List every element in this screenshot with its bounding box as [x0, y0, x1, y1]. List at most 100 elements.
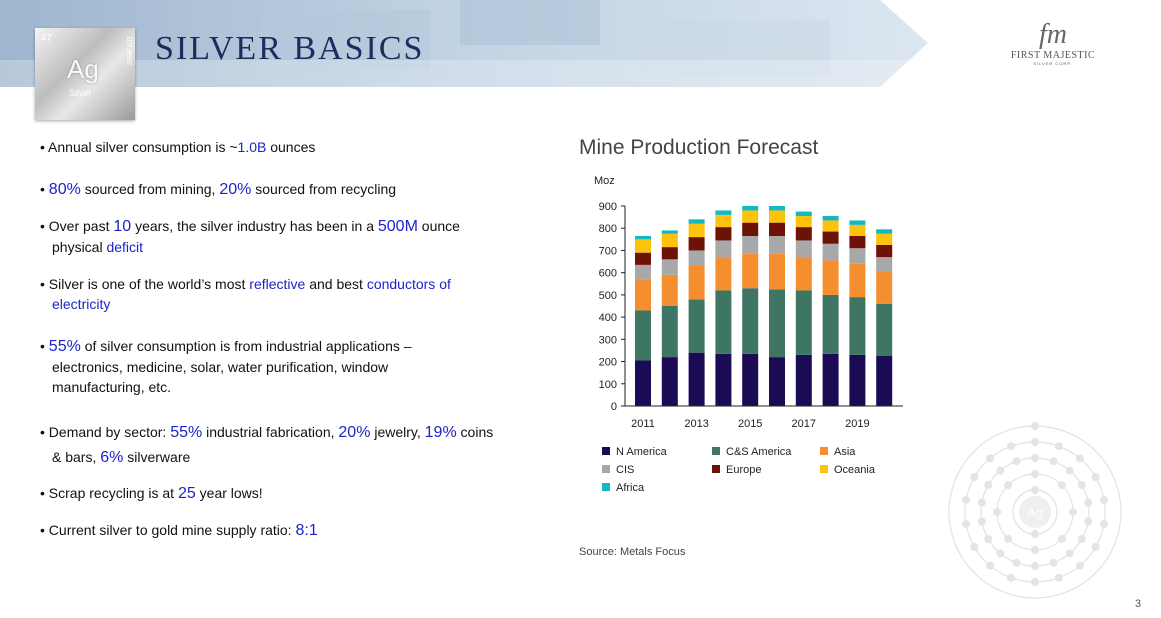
- bar-segment: [769, 210, 785, 223]
- bar-segment: [742, 210, 759, 223]
- atom-electron: [977, 498, 986, 507]
- bar-segment: [769, 236, 785, 254]
- bar-segment: [742, 353, 759, 406]
- atom-electron: [1031, 546, 1039, 554]
- atom-electron: [1099, 495, 1108, 504]
- bullet-reflective: • Silver is one of the world’s most refl…: [40, 276, 451, 312]
- bar-segment: [876, 356, 893, 406]
- atom-electron: [1031, 578, 1039, 586]
- bar-segment: [635, 236, 651, 240]
- x-tick-label: 2019: [845, 418, 869, 430]
- legend-swatch: [820, 465, 828, 473]
- bar-segment: [822, 260, 839, 295]
- bar-segment: [822, 231, 839, 244]
- atom-electron: [1075, 561, 1084, 570]
- legend-label: Asia: [834, 446, 856, 458]
- bar-segment: [661, 357, 678, 406]
- bar-segment: [822, 243, 839, 261]
- atom-electron: [1057, 534, 1066, 543]
- atom-electron: [1049, 457, 1058, 466]
- atom-electron: [1004, 481, 1013, 490]
- bullet-deficit: • Over past 10 years, the silver industr…: [40, 218, 460, 255]
- y-tick-label: 400: [599, 312, 617, 324]
- bar-segment: [688, 219, 705, 224]
- page-number: 3: [1135, 598, 1142, 610]
- bullet-demand-sector: • Demand by sector: 55% industrial fabri…: [40, 424, 494, 466]
- bar-segment: [795, 216, 812, 228]
- atom-symbol: Ag: [1027, 505, 1043, 520]
- y-tick-label: 0: [611, 401, 617, 413]
- x-tick-label: 2017: [792, 418, 816, 430]
- atom-electron: [1007, 442, 1016, 451]
- bar-segment: [688, 237, 705, 251]
- company-logo: fm FIRST MAJESTIC SILVER CORP.: [1008, 19, 1098, 67]
- bar-segment: [688, 266, 705, 300]
- atom-electron: [1069, 508, 1077, 516]
- bar-segment: [822, 353, 839, 406]
- silver-element-tile: 47 Ag Silver 107.8682: [35, 28, 135, 120]
- legend-swatch: [602, 483, 610, 491]
- atom-electron: [1031, 562, 1039, 570]
- atom-electron: [1007, 573, 1016, 582]
- bar-segment: [661, 247, 678, 260]
- y-tick-label: 300: [599, 334, 617, 346]
- atom-electron: [1049, 558, 1058, 567]
- x-tick-label: 2013: [684, 418, 708, 430]
- bar-segment: [876, 244, 893, 258]
- atom-electron: [970, 473, 979, 481]
- bar-segment: [742, 253, 759, 289]
- bar-segment: [795, 227, 812, 241]
- atom-electron: [962, 495, 971, 504]
- bar-segment: [661, 233, 678, 248]
- bar-segment: [769, 253, 785, 290]
- logo-mark: fm: [1039, 19, 1067, 50]
- atom-electron: [1031, 438, 1039, 446]
- bar-segment: [742, 206, 759, 211]
- atom-electron: [1012, 457, 1021, 466]
- bar-segment: [769, 206, 785, 211]
- legend-label: Europe: [726, 464, 761, 476]
- bar-segment: [635, 360, 651, 406]
- atom-electron: [1065, 549, 1074, 558]
- atom-electron: [1004, 534, 1013, 543]
- atom-electron: [1091, 473, 1100, 481]
- atom-electron: [1084, 498, 1093, 507]
- y-tick-label: 700: [599, 245, 617, 257]
- bullet-sourcing: • 80% sourced from mining, 20% sourced f…: [40, 181, 397, 198]
- bar-segment: [635, 279, 651, 311]
- bullet-consumption: • Annual silver consumption is ~1.0B oun…: [40, 139, 316, 155]
- atom-electron: [1031, 454, 1039, 462]
- bar-segment: [795, 257, 812, 291]
- legend-label: C&S America: [726, 446, 792, 458]
- atom-electron: [1031, 486, 1039, 494]
- atom-electron: [996, 549, 1005, 558]
- bar-segment: [795, 211, 812, 216]
- bar-segment: [715, 227, 732, 241]
- y-tick-label: 200: [599, 357, 617, 369]
- bar-segment: [661, 259, 678, 275]
- element-symbol: Ag: [67, 54, 99, 84]
- legend-swatch: [712, 447, 720, 455]
- atom-electron: [993, 508, 1001, 516]
- bar-segment: [849, 220, 866, 225]
- logo-company-name: FIRST MAJESTIC: [1010, 50, 1096, 61]
- atom-electron: [962, 520, 971, 529]
- bar-segment: [849, 236, 866, 249]
- bar-segment: [688, 299, 705, 353]
- bar-segment: [876, 257, 893, 272]
- atom-electron: [1091, 543, 1100, 551]
- atom-electron: [1031, 530, 1039, 538]
- bar-segment: [849, 263, 866, 298]
- legend-swatch: [602, 465, 610, 473]
- bar-segment: [715, 290, 732, 354]
- atom-electron: [1077, 481, 1086, 489]
- atom-electron: [1075, 454, 1084, 463]
- legend-swatch: [602, 447, 610, 455]
- bar-segment: [742, 288, 759, 354]
- bar-segment: [715, 210, 732, 215]
- bar-segment: [876, 229, 893, 234]
- bar-segment: [688, 250, 705, 266]
- legend-label: Oceania: [834, 464, 876, 476]
- atom-electron: [1054, 573, 1063, 582]
- bar-segment: [661, 230, 678, 234]
